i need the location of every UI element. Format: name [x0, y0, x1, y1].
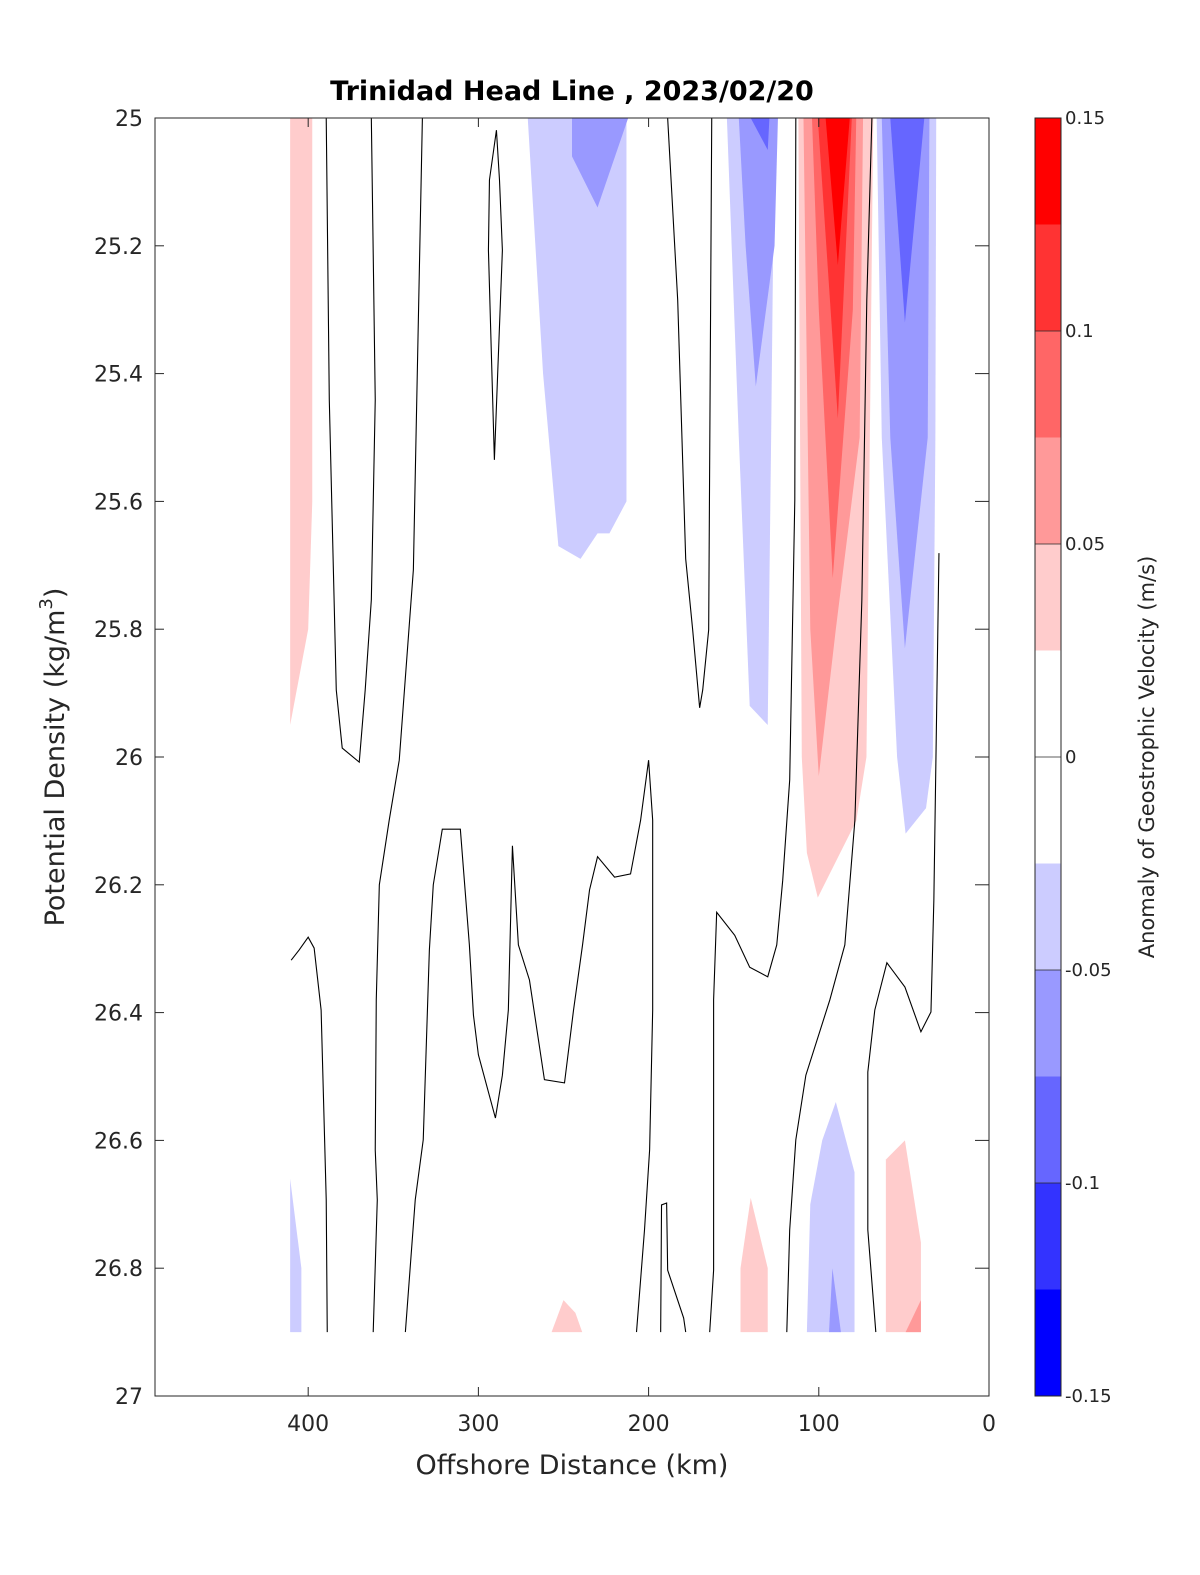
colorbar-label: Anomaly of Geostrophic Velocity (m/s)	[1135, 556, 1159, 959]
y-tick-label: 25.4	[94, 363, 143, 388]
filled-region	[829, 1268, 841, 1333]
filled-region	[572, 118, 629, 208]
filled-region	[885, 1140, 921, 1333]
y-tick-label: 25	[115, 107, 143, 132]
y-tick-label: 26.4	[94, 1002, 143, 1027]
filled-region	[290, 118, 313, 726]
chart-title: Trinidad Head Line , 2023/02/20	[330, 76, 814, 107]
contour-line	[667, 117, 713, 708]
filled-region	[750, 118, 770, 150]
colorbar-tick-label: 0.15	[1065, 108, 1105, 129]
colorbar-band	[1035, 1076, 1061, 1183]
colorbar-band	[1035, 970, 1061, 1077]
filled-region	[905, 1300, 921, 1333]
colorbar-tick-label: -0.05	[1065, 960, 1112, 981]
colorbar-band	[1035, 863, 1061, 970]
x-axis-label: Offshore Distance (km)	[416, 1450, 729, 1481]
y-axis-label: Potential Density (kg/m3)	[36, 588, 71, 927]
filled-region	[290, 1178, 302, 1333]
colorbar-band	[1035, 1183, 1061, 1290]
colorbar-band	[1035, 118, 1061, 225]
contour-line	[487, 130, 503, 460]
x-tick-label: 300	[457, 1412, 499, 1437]
colorbar-tick-label: 0.05	[1065, 534, 1105, 555]
y-tick-label: 26.6	[94, 1129, 143, 1154]
x-tick-label: 400	[287, 1412, 329, 1437]
y-tick-label: 25.8	[94, 618, 143, 643]
colorbar-band	[1035, 544, 1061, 651]
colorbar-band	[1035, 331, 1061, 438]
filled-region	[806, 1102, 855, 1333]
colorbar: 0.15 0.1 0.05 0 -0.05 -0.1 -0.15	[1034, 108, 1112, 1407]
y-axis-label-superscript: 3	[36, 598, 57, 609]
contour-line	[325, 117, 376, 764]
filled-region	[527, 118, 627, 559]
y-tick-label: 26.2	[94, 874, 143, 899]
y-axis-label-main: Potential Density (kg/m	[40, 610, 71, 927]
contour-line	[709, 117, 797, 1333]
colorbar-tick-label: 0	[1065, 747, 1076, 768]
y-tick-label: 27	[115, 1385, 143, 1410]
y-tick-label: 26	[115, 746, 143, 771]
filled-region	[825, 118, 850, 265]
contour-line	[372, 117, 423, 1333]
filled-region	[890, 118, 925, 323]
colorbar-tick-label: 0.1	[1065, 321, 1094, 342]
filled-region	[740, 1197, 768, 1333]
y-tick-label: 25.6	[94, 490, 143, 515]
colorbar-tick-label: -0.1	[1065, 1173, 1100, 1194]
plot-frame	[154, 117, 990, 1397]
colorbar-tick-label: -0.15	[1065, 1386, 1112, 1407]
y-tick-label: 25.2	[94, 235, 143, 260]
colorbar-band	[1035, 1289, 1061, 1396]
contour-line	[660, 1202, 687, 1333]
x-tick-label: 100	[798, 1412, 840, 1437]
x-tick-label: 200	[628, 1412, 670, 1437]
colorbar-band	[1035, 650, 1061, 757]
zero-contour-lines	[290, 117, 940, 1333]
y-axis-label-end: )	[40, 588, 71, 599]
filled-region	[551, 1300, 583, 1333]
colorbar-band	[1035, 224, 1061, 331]
contour-line	[290, 936, 328, 1333]
contour-line	[404, 760, 654, 1333]
colorbar-band	[1035, 437, 1061, 544]
filled-region	[738, 118, 778, 387]
contour-line	[867, 553, 940, 1333]
x-tick-label: 0	[982, 1412, 996, 1437]
axis-ticks: 400 300 200 100 0 25 25.2 25.4 25.6 25.8 26 26.2 26.…	[94, 107, 996, 1437]
contour-line	[786, 117, 873, 1333]
colorbar-band	[1035, 757, 1061, 864]
filled-contours	[290, 118, 937, 1333]
filled-region	[881, 118, 930, 649]
y-tick-label: 26.8	[94, 1257, 143, 1282]
